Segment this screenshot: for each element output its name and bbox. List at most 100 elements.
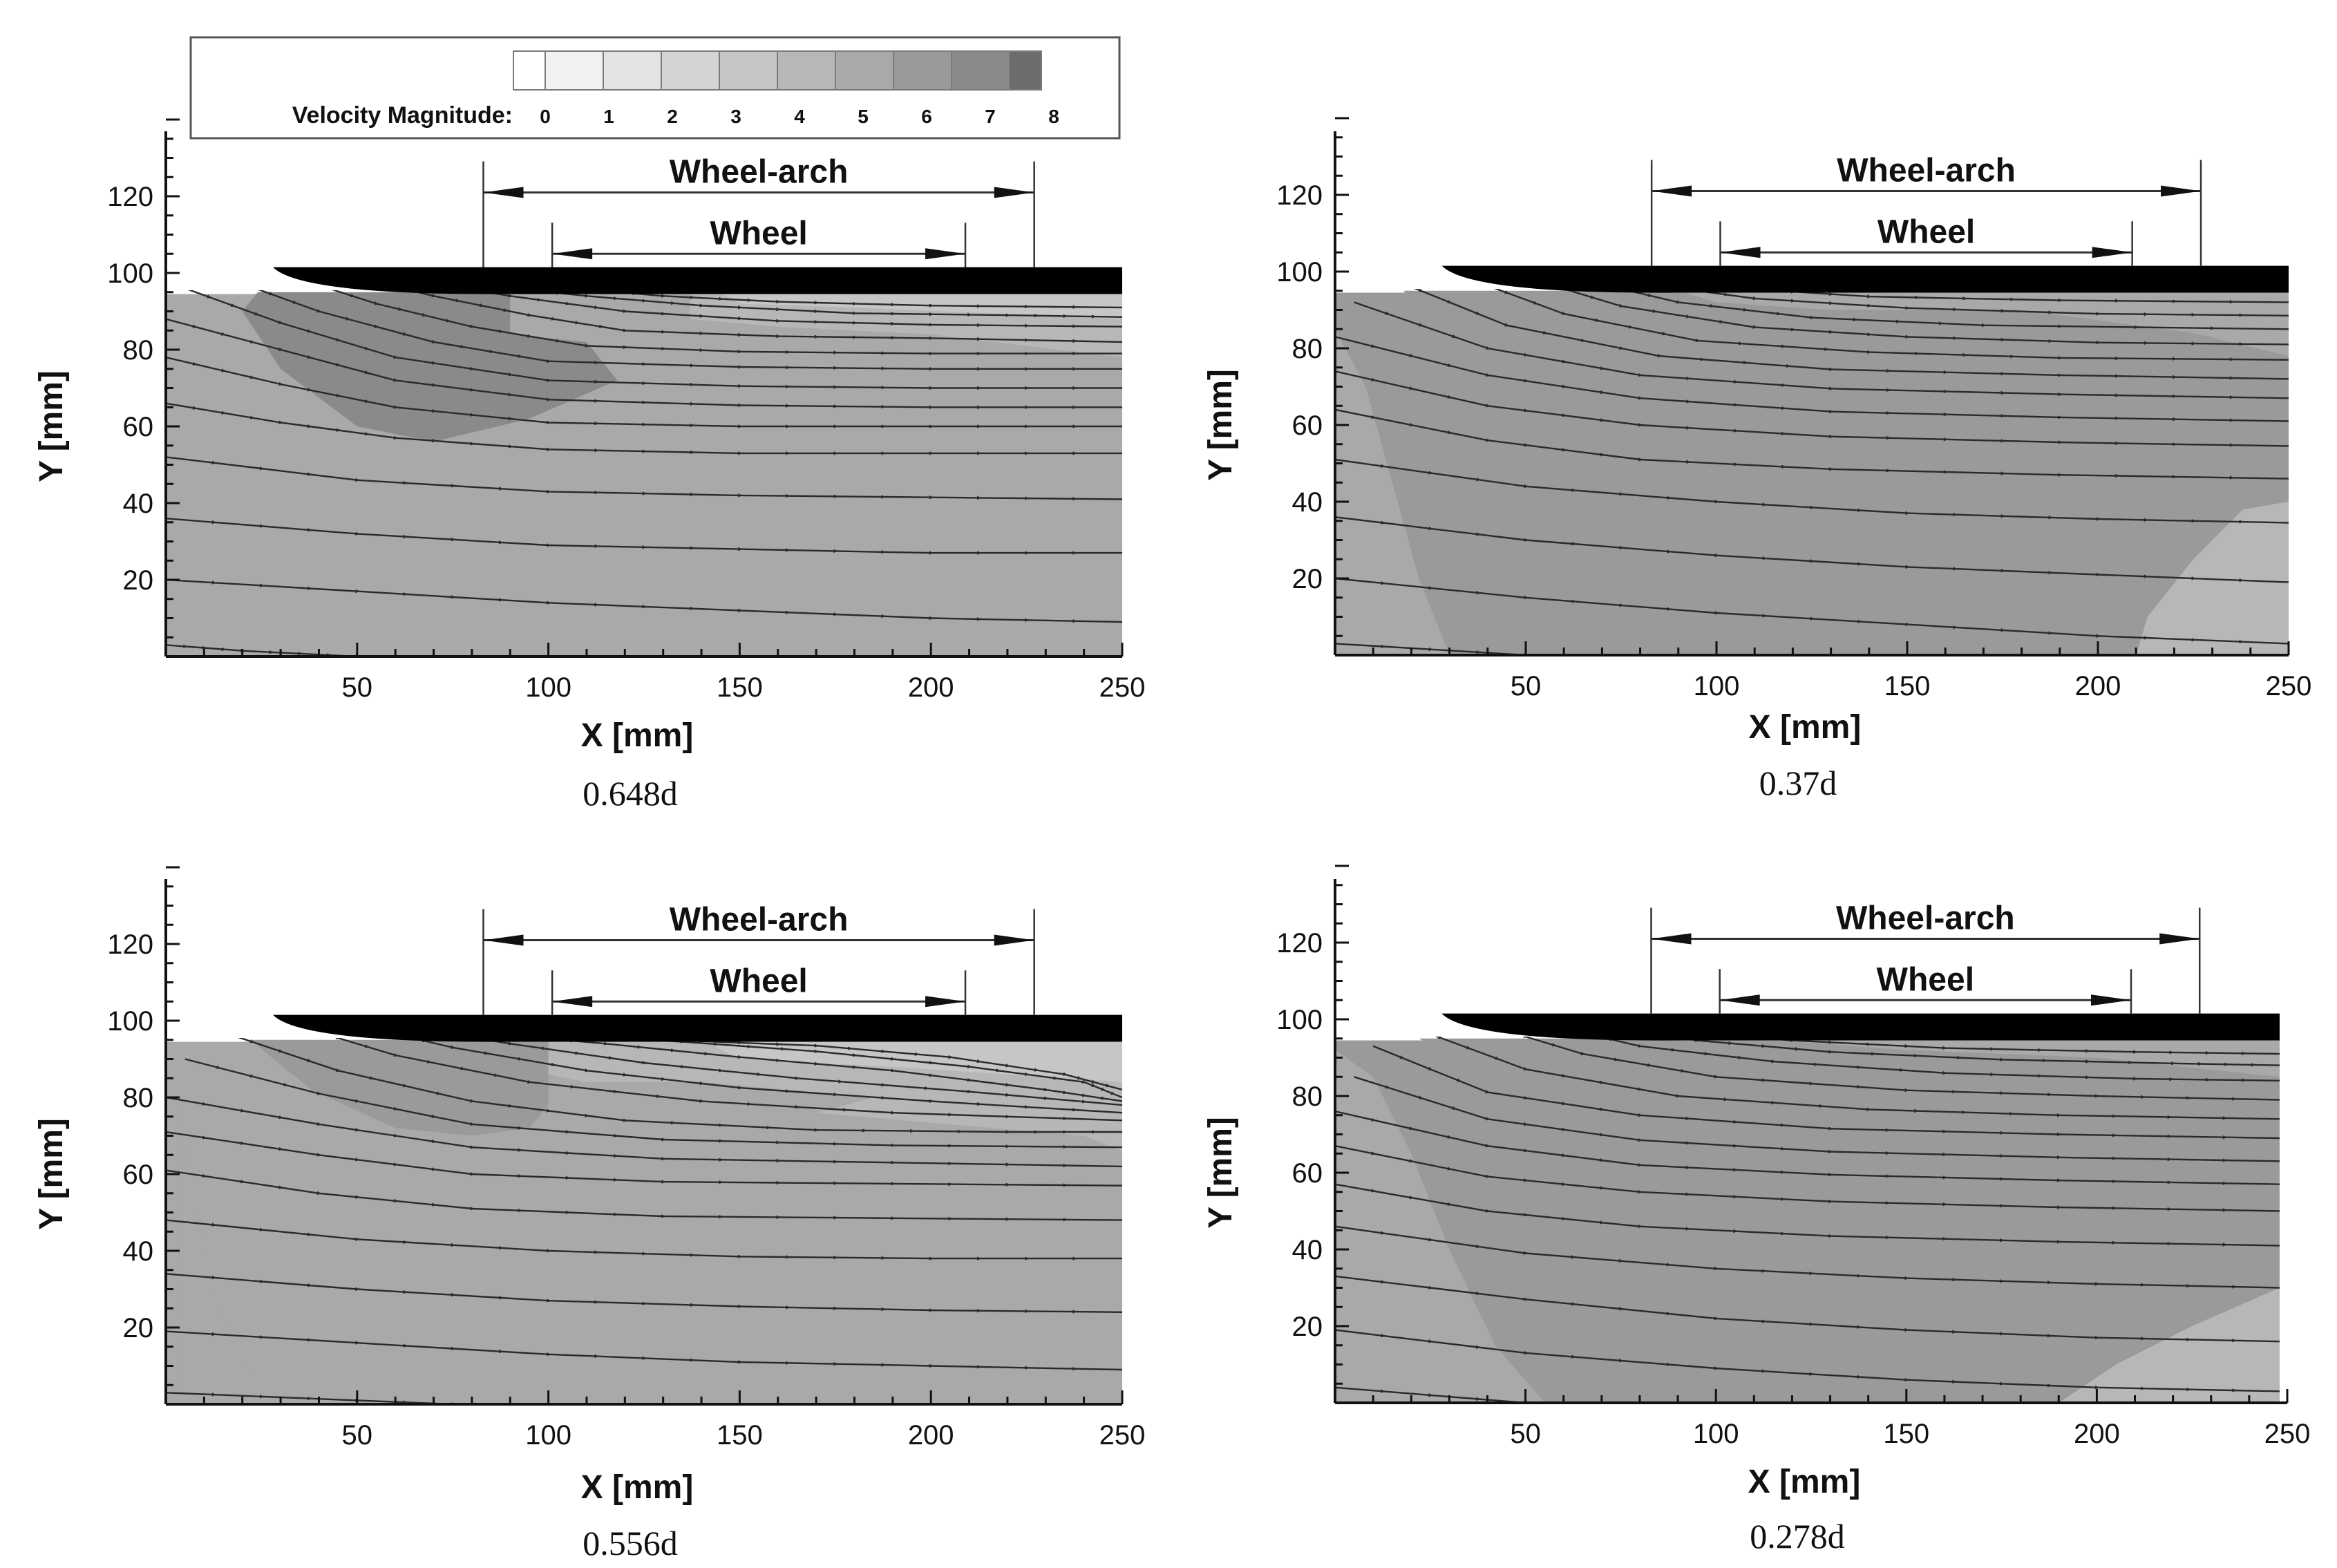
- x-tick-label: 100: [1694, 671, 1740, 701]
- legend-swatch: [951, 50, 1010, 91]
- streamline: [1335, 1225, 2280, 1288]
- streamline: [1640, 288, 2289, 316]
- legend-level-label: 8: [1048, 106, 1059, 127]
- span-annotation: Wheel-arch: [482, 153, 1035, 267]
- span-annotation: Wheel: [1719, 214, 2133, 266]
- span-label: Wheel: [1877, 214, 1975, 250]
- span-arrowhead: [1651, 933, 1692, 945]
- x-axis-label: X [mm]: [1748, 1464, 1861, 1500]
- span-annotation: Wheel-arch: [1650, 900, 2201, 1014]
- x-axis-label: X [mm]: [581, 1469, 694, 1506]
- span-arrowhead: [552, 248, 593, 260]
- streamline: [166, 578, 1122, 622]
- y-tick-label: 120: [1276, 928, 1323, 958]
- span-arrowhead: [925, 996, 966, 1008]
- vehicle-underbody: [166, 1014, 1122, 1042]
- x-tick-label: 150: [1883, 1419, 1929, 1449]
- streamline: [1335, 577, 2289, 645]
- contour-panel: 50 100 150 200 250 20 40 60 80 100 120 X [mm] Y [mm]…: [1202, 865, 2311, 1556]
- panel-caption: 0.556d: [583, 1524, 678, 1562]
- x-axis-label: X [mm]: [1749, 709, 1862, 746]
- y-tick-label: 40: [1292, 1235, 1323, 1265]
- y-tick-label: 120: [107, 929, 153, 960]
- legend-swatches: [513, 50, 1042, 91]
- y-tick-label: 20: [123, 1313, 154, 1343]
- y-tick-label: 60: [1292, 410, 1323, 441]
- contour-panel: 50 100 150 200 250 20 40 60 80 100 120 X [mm] Y [mm]…: [33, 866, 1146, 1562]
- x-tick-label: 200: [2074, 1419, 2120, 1449]
- streamline: [166, 1273, 1122, 1312]
- y-tick-label: 60: [123, 1160, 154, 1190]
- streamline: [1335, 1329, 2280, 1392]
- y-tick-label: 120: [107, 182, 153, 212]
- legend-swatch: [513, 50, 546, 91]
- y-tick-label: 80: [1292, 1081, 1323, 1112]
- x-tick-label: 50: [342, 672, 373, 703]
- vehicle-underbody: [1335, 1013, 2280, 1041]
- span-label: Wheel: [1877, 961, 1974, 998]
- y-axis-label: Y [mm]: [1202, 1117, 1239, 1229]
- x-axis-label: X [mm]: [581, 717, 694, 754]
- velocity-legend: Velocity Magnitude: 0 1 2 3 4 5 6 7 8: [189, 36, 1121, 140]
- y-tick-label: 100: [1276, 1005, 1323, 1035]
- x-tick-label: 150: [717, 1420, 763, 1451]
- panel-caption: 0.648d: [583, 774, 678, 813]
- x-tick-label: 250: [1099, 1420, 1146, 1451]
- legend-level-label: 4: [794, 106, 805, 127]
- streamline: [1335, 643, 2289, 656]
- span-label: Wheel-arch: [670, 901, 849, 938]
- span-arrowhead: [994, 187, 1034, 198]
- span-annotation: Wheel-arch: [482, 901, 1035, 1015]
- x-tick-label: 200: [908, 1420, 954, 1451]
- x-tick-label: 100: [1693, 1419, 1739, 1449]
- legend-swatch: [719, 50, 778, 91]
- legend-swatch: [545, 50, 604, 91]
- span-annotation: Wheel: [1719, 961, 2132, 1014]
- y-axis-label: Y [mm]: [1202, 369, 1239, 481]
- span-arrowhead: [994, 934, 1034, 946]
- legend-swatch: [603, 50, 662, 91]
- y-tick-label: 80: [123, 1083, 154, 1113]
- streamline: [166, 1392, 1122, 1404]
- legend-swatch: [777, 50, 836, 91]
- legend-level-label: 3: [730, 106, 741, 127]
- span-label: Wheel: [710, 963, 807, 999]
- legend-swatch: [835, 50, 894, 91]
- span-arrowhead: [2159, 933, 2200, 945]
- legend-swatch: [661, 50, 720, 91]
- span-arrowhead: [1652, 185, 1692, 197]
- y-tick-label: 100: [107, 1006, 153, 1037]
- legend-swatch: [1009, 50, 1042, 91]
- y-tick-label: 80: [123, 335, 154, 366]
- streamline: [1335, 516, 2289, 583]
- y-tick-label: 80: [1292, 334, 1323, 364]
- contour-panel: 50 100 150 200 250 20 40 60 80 100 120 X [mm] Y [mm]…: [33, 118, 1145, 813]
- x-tick-label: 250: [2264, 1419, 2311, 1449]
- legend-level-label: 6: [921, 106, 932, 127]
- streamline: [166, 456, 1122, 499]
- span-arrowhead: [552, 996, 593, 1008]
- span-arrowhead: [1720, 247, 1761, 258]
- streamline: [1564, 288, 2289, 330]
- y-tick-label: 40: [123, 1236, 154, 1267]
- y-tick-label: 60: [1292, 1158, 1323, 1189]
- y-tick-label: 120: [1276, 180, 1323, 211]
- y-tick-label: 40: [123, 489, 154, 519]
- legend-labels: 0 1 2 3 4 5 6 7 8: [540, 106, 1059, 127]
- span-annotation: Wheel: [551, 215, 967, 267]
- vehicle-underbody: [166, 267, 1122, 294]
- vehicle-underbody: [1335, 265, 2289, 293]
- legend-level-label: 5: [858, 106, 869, 127]
- streamline: [166, 1169, 1122, 1220]
- legend-swatch: [893, 50, 952, 91]
- x-tick-label: 250: [2266, 671, 2312, 701]
- x-tick-label: 50: [1511, 671, 1542, 701]
- x-tick-label: 200: [2075, 671, 2121, 701]
- x-tick-label: 100: [525, 1420, 571, 1451]
- panel-caption: 0.37d: [1759, 764, 1837, 802]
- y-tick-label: 40: [1292, 487, 1323, 518]
- span-arrowhead: [925, 248, 966, 260]
- span-arrowhead: [1719, 994, 1760, 1006]
- streamline: [166, 1330, 1122, 1370]
- x-tick-label: 200: [908, 672, 954, 703]
